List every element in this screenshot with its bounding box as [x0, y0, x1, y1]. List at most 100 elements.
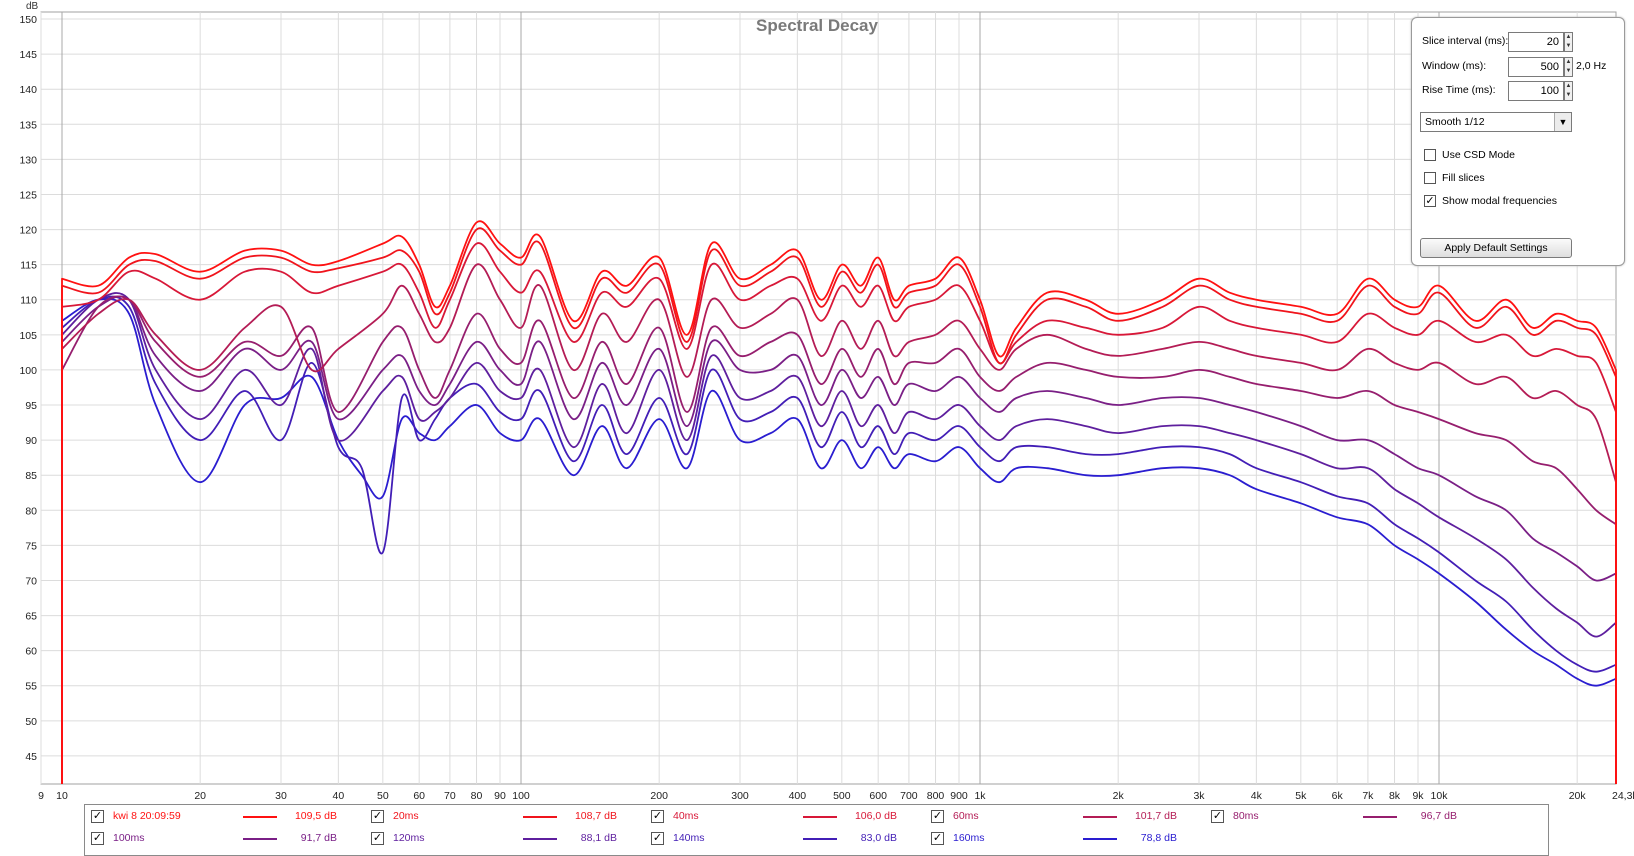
smoothing-select[interactable]: Smooth 1/12 ▼: [1420, 112, 1572, 132]
chart-title: Spectral Decay: [756, 16, 878, 35]
legend: ✓ kwi 8 20:09:59 109,5 dB ✓ 20ms 108,7 dB ✓ 40m…: [84, 804, 1549, 856]
x-tick-label: 30: [275, 790, 287, 802]
chevron-down-icon[interactable]: ▼: [1554, 113, 1571, 131]
legend-checkbox[interactable]: ✓: [931, 832, 944, 845]
legend-series-name: 20ms: [393, 810, 419, 822]
spin-down-icon[interactable]: ▼: [1565, 68, 1572, 74]
legend-series-name: 80ms: [1233, 810, 1259, 822]
legend-series-name: kwi 8 20:09:59: [113, 810, 181, 822]
y-tick-label: 145: [19, 49, 37, 61]
legend-item[interactable]: ✓ kwi 8 20:09:59 109,5 dB: [91, 807, 361, 827]
legend-series-value: 109,5 dB: [294, 810, 337, 822]
rise-time-spinner[interactable]: ▲ ▼: [1564, 81, 1573, 101]
y-tick-label: 110: [20, 295, 37, 307]
legend-series-name: 100ms: [113, 832, 145, 844]
x-tick-label: 200: [650, 790, 668, 802]
y-tick-label: 70: [25, 575, 37, 587]
legend-line-swatch: [243, 838, 277, 840]
spin-up-icon[interactable]: ▲: [1565, 83, 1572, 89]
legend-checkbox[interactable]: ✓: [91, 810, 104, 823]
y-tick-label: 115: [20, 260, 37, 272]
legend-series-value: 108,7 dB: [574, 810, 617, 822]
fill-slices-checkbox[interactable]: [1424, 172, 1436, 184]
x-tick-label: 50: [377, 790, 389, 802]
legend-line-swatch: [803, 816, 837, 818]
series-line: [61, 220, 1617, 784]
show-modal-frequencies-checkbox[interactable]: ✓: [1424, 195, 1436, 207]
x-tick-label: 60: [413, 790, 425, 802]
x-tick-label: 1k: [974, 790, 986, 802]
x-tick-label: 2k: [1113, 790, 1125, 802]
x-tick-label: 20k: [1569, 790, 1587, 802]
x-tick-label: 20: [194, 790, 206, 802]
x-tick-label: 700: [900, 790, 918, 802]
legend-line-swatch: [243, 816, 277, 818]
legend-checkbox[interactable]: ✓: [651, 832, 664, 845]
legend-item[interactable]: ✓ 80ms 96,7 dB: [1211, 807, 1481, 827]
legend-checkbox[interactable]: ✓: [931, 810, 944, 823]
y-tick-label: 150: [19, 14, 37, 26]
x-tick-label: 4k: [1251, 790, 1263, 802]
legend-series-name: 160ms: [953, 832, 985, 844]
legend-item[interactable]: ✓ 160ms 78,8 dB: [931, 829, 1201, 849]
y-tick-label: 120: [19, 225, 37, 237]
series-line: [61, 263, 1617, 784]
x-tick-label: 500: [833, 790, 851, 802]
y-axis-unit: dB: [26, 1, 39, 12]
legend-checkbox[interactable]: ✓: [371, 832, 384, 845]
spin-down-icon[interactable]: ▼: [1565, 92, 1572, 98]
x-tick-label: 24,3k Hz: [1612, 790, 1634, 802]
x-tick-label: 7k: [1362, 790, 1374, 802]
spin-up-icon[interactable]: ▲: [1565, 34, 1572, 40]
legend-checkbox[interactable]: ✓: [651, 810, 664, 823]
x-tick-label: 8k: [1389, 790, 1401, 802]
x-tick-label: 3k: [1193, 790, 1205, 802]
slice-interval-spinner[interactable]: ▲ ▼: [1564, 32, 1573, 52]
x-tick-label: 40: [333, 790, 345, 802]
x-tick-label: 9: [38, 790, 44, 802]
series-line: [61, 227, 1617, 784]
legend-checkbox[interactable]: ✓: [1211, 810, 1224, 823]
x-tick-label: 5k: [1295, 790, 1307, 802]
apply-default-settings-button[interactable]: Apply Default Settings: [1420, 238, 1572, 258]
y-tick-label: 60: [25, 646, 37, 658]
window-input[interactable]: 500: [1508, 57, 1564, 77]
legend-item[interactable]: ✓ 100ms 91,7 dB: [91, 829, 361, 849]
x-axis-labels: 9 10 20 30 40 50 60 70 80 90 100 200 300 400 500 600 700…: [38, 790, 1634, 802]
spin-down-icon[interactable]: ▼: [1565, 43, 1572, 49]
series-line: [61, 295, 1617, 784]
x-tick-label: 90: [494, 790, 506, 802]
settings-panel: Slice interval (ms): 20 ▲ ▼ Window (ms): …: [1411, 17, 1625, 266]
y-tick-label: 140: [19, 84, 37, 96]
legend-item[interactable]: ✓ 120ms 88,1 dB: [371, 829, 641, 849]
smoothing-select-value: Smooth 1/12: [1425, 116, 1485, 128]
legend-item[interactable]: ✓ 140ms 83,0 dB: [651, 829, 921, 849]
y-tick-label: 50: [25, 716, 37, 728]
slice-interval-label: Slice interval (ms):: [1422, 35, 1509, 47]
window-label: Window (ms):: [1422, 60, 1487, 72]
legend-line-swatch: [803, 838, 837, 840]
x-tick-label: 100: [512, 790, 530, 802]
rise-time-input[interactable]: 100: [1508, 81, 1564, 101]
series-line: [61, 295, 1617, 784]
x-tick-label: 10k: [1431, 790, 1449, 802]
series-line: [61, 295, 1617, 784]
legend-item[interactable]: ✓ 60ms 101,7 dB: [931, 807, 1201, 827]
x-tick-label: 800: [927, 790, 945, 802]
slice-interval-input[interactable]: 20: [1508, 32, 1564, 52]
y-tick-label: 135: [19, 119, 37, 131]
use-csd-mode-checkbox[interactable]: [1424, 149, 1436, 161]
legend-series-value: 96,7 dB: [1420, 810, 1457, 822]
spin-up-icon[interactable]: ▲: [1565, 59, 1572, 65]
legend-item[interactable]: ✓ 20ms 108,7 dB: [371, 807, 641, 827]
y-tick-label: 95: [25, 400, 37, 412]
legend-checkbox[interactable]: ✓: [91, 832, 104, 845]
y-axis-labels: 45 50 55 60 65 70 75 80 85 90 95 100 105 110 115 120 125…: [19, 14, 37, 763]
legend-item[interactable]: ✓ 40ms 106,0 dB: [651, 807, 921, 827]
legend-line-swatch: [523, 816, 557, 818]
x-tick-label: 600: [869, 790, 887, 802]
legend-line-swatch: [523, 838, 557, 840]
window-spinner[interactable]: ▲ ▼: [1564, 57, 1573, 77]
legend-series-name: 140ms: [673, 832, 705, 844]
legend-checkbox[interactable]: ✓: [371, 810, 384, 823]
